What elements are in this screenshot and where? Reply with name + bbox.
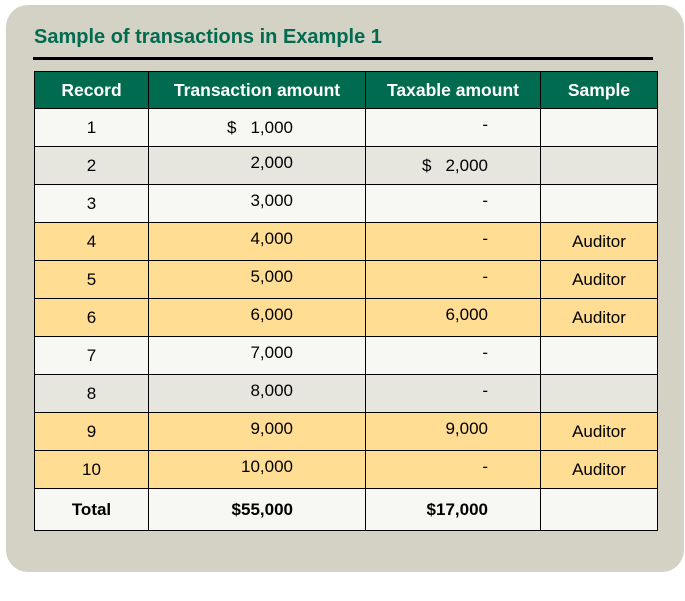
sample-cell bbox=[540, 374, 658, 413]
record-cell: 10 bbox=[34, 450, 149, 489]
taxable-value: 6,000 bbox=[445, 305, 488, 324]
taxable-value: 2,000 bbox=[445, 155, 488, 175]
record-cell: 1 bbox=[34, 108, 149, 147]
transaction-cell: 7,000 bbox=[148, 336, 366, 375]
taxable-cell: 9,000 bbox=[365, 412, 541, 451]
transactions-table: Record Transaction amount Taxable amount… bbox=[34, 71, 658, 531]
record-cell: 4 bbox=[34, 222, 149, 261]
col-record: Record bbox=[34, 71, 149, 109]
total-transaction: $55,000 bbox=[148, 488, 366, 531]
table-row: 3 3,000 - bbox=[34, 184, 658, 223]
sample-cell: Auditor bbox=[540, 260, 658, 299]
sample-cell: Auditor bbox=[540, 450, 658, 489]
record-cell: 7 bbox=[34, 336, 149, 375]
record-cell: 2 bbox=[34, 146, 149, 185]
taxable-cell: $2,000 bbox=[365, 146, 541, 185]
sample-cell bbox=[540, 146, 658, 185]
transaction-value: 10,000 bbox=[241, 457, 293, 476]
taxable-cell: 6,000 bbox=[365, 298, 541, 337]
transaction-cell: 6,000 bbox=[148, 298, 366, 337]
transaction-cell: $1,000 bbox=[148, 108, 366, 147]
transaction-cell: 8,000 bbox=[148, 374, 366, 413]
sample-cell: Auditor bbox=[540, 298, 658, 337]
total-row: Total $55,000 $17,000 bbox=[34, 488, 658, 531]
taxable-cell: - bbox=[365, 336, 541, 375]
transaction-cell: 4,000 bbox=[148, 222, 366, 261]
taxable-value: - bbox=[482, 115, 488, 134]
record-cell: 8 bbox=[34, 374, 149, 413]
transaction-value: 5,000 bbox=[250, 267, 293, 286]
title-rule bbox=[33, 57, 653, 60]
table-row: 8 8,000 - bbox=[34, 374, 658, 413]
currency-symbol: $ bbox=[226, 117, 237, 137]
record-cell: 6 bbox=[34, 298, 149, 337]
transaction-cell: 9,000 bbox=[148, 412, 366, 451]
transaction-value: 1,000 bbox=[250, 117, 293, 137]
taxable-value: - bbox=[482, 343, 488, 362]
taxable-cell: - bbox=[365, 260, 541, 299]
table-row: 5 5,000 - Auditor bbox=[34, 260, 658, 299]
taxable-value: - bbox=[482, 191, 488, 210]
table-row: 6 6,000 6,000 Auditor bbox=[34, 298, 658, 337]
transaction-value: 3,000 bbox=[250, 191, 293, 210]
taxable-cell: - bbox=[365, 450, 541, 489]
col-sample: Sample bbox=[540, 71, 658, 109]
taxable-value: 9,000 bbox=[445, 419, 488, 438]
transaction-value: 2,000 bbox=[250, 153, 293, 172]
transaction-value: 9,000 bbox=[250, 419, 293, 438]
table-row: 1 $1,000 - bbox=[34, 108, 658, 147]
transaction-value: 4,000 bbox=[250, 229, 293, 248]
record-cell: 9 bbox=[34, 412, 149, 451]
col-transaction-amount: Transaction amount bbox=[148, 71, 366, 109]
table-row: 10 10,000 - Auditor bbox=[34, 450, 658, 489]
table-row: 2 2,000 $2,000 bbox=[34, 146, 658, 185]
sample-cell: Auditor bbox=[540, 412, 658, 451]
figure-title: Sample of transactions in Example 1 bbox=[34, 26, 382, 48]
transaction-cell: 2,000 bbox=[148, 146, 366, 185]
transaction-value: 6,000 bbox=[250, 305, 293, 324]
transaction-value: 7,000 bbox=[250, 343, 293, 362]
sample-cell bbox=[540, 336, 658, 375]
taxable-cell: - bbox=[365, 184, 541, 223]
taxable-value: - bbox=[482, 457, 488, 476]
sample-cell bbox=[540, 108, 658, 147]
transaction-value: 8,000 bbox=[250, 381, 293, 400]
taxable-value: - bbox=[482, 381, 488, 400]
transaction-cell: 5,000 bbox=[148, 260, 366, 299]
taxable-value: - bbox=[482, 229, 488, 248]
total-label: Total bbox=[34, 488, 149, 531]
table-row: 9 9,000 9,000 Auditor bbox=[34, 412, 658, 451]
sample-cell: Auditor bbox=[540, 222, 658, 261]
col-taxable-amount: Taxable amount bbox=[365, 71, 541, 109]
currency-symbol: $ bbox=[421, 155, 432, 175]
taxable-cell: - bbox=[365, 374, 541, 413]
transaction-cell: 10,000 bbox=[148, 450, 366, 489]
transaction-cell: 3,000 bbox=[148, 184, 366, 223]
record-cell: 3 bbox=[34, 184, 149, 223]
sample-cell bbox=[540, 184, 658, 223]
taxable-cell: - bbox=[365, 108, 541, 147]
table-row: 7 7,000 - bbox=[34, 336, 658, 375]
header-row: Record Transaction amount Taxable amount… bbox=[34, 71, 658, 109]
taxable-value: - bbox=[482, 267, 488, 286]
taxable-cell: - bbox=[365, 222, 541, 261]
record-cell: 5 bbox=[34, 260, 149, 299]
total-taxable: $17,000 bbox=[365, 488, 541, 531]
table-row: 4 4,000 - Auditor bbox=[34, 222, 658, 261]
total-sample bbox=[540, 488, 658, 531]
